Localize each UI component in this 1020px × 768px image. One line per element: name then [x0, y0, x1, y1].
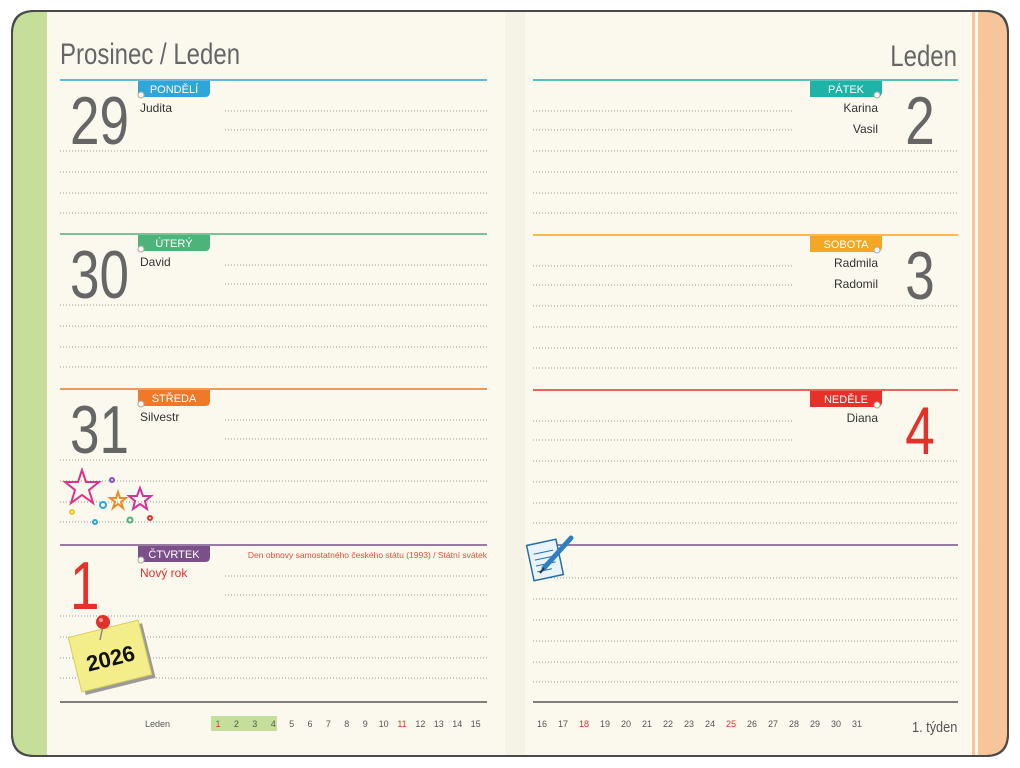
name-day: Silvestr [140, 410, 179, 424]
day-number: 31 [70, 392, 129, 468]
weekday-tab [138, 81, 210, 97]
name-day: Vasil [853, 122, 878, 136]
weekday-tab [810, 236, 882, 252]
calendar-day: 8 [344, 719, 349, 729]
calendar-day: 22 [663, 719, 673, 729]
week-label: 1. týden [912, 718, 957, 735]
calendar-day: 12 [415, 719, 425, 729]
tab-hole [137, 91, 145, 99]
weekday-tab [810, 391, 882, 407]
cover-outline [11, 10, 1009, 757]
right-edge-line [972, 12, 975, 755]
left-edge [13, 12, 44, 755]
name-day: Radomil [834, 277, 878, 291]
right-edge [978, 12, 1007, 755]
day-number: 2 [905, 83, 935, 159]
calendar-day: 30 [831, 719, 841, 729]
calendar-day: 17 [558, 719, 568, 729]
day-number: 3 [905, 238, 935, 314]
right-title: Leden [890, 38, 957, 72]
tab-hole [137, 556, 145, 564]
weekday: PONDĚLÍ [150, 83, 199, 96]
calendar-day: 26 [747, 719, 757, 729]
tab-hole [873, 91, 881, 99]
name-day: Radmila [834, 256, 878, 270]
day-number: 4 [905, 393, 935, 469]
calendar-day: 2 [234, 719, 239, 729]
calendar-day: 20 [621, 719, 631, 729]
notepad-icon [525, 535, 574, 582]
calendar-day: 25 [726, 719, 736, 729]
fireworks-icon [62, 466, 154, 525]
day-number: 29 [70, 83, 129, 159]
calendar-day: 7 [326, 719, 331, 729]
name-day: Diana [847, 411, 879, 425]
calendar-day: 18 [579, 719, 589, 729]
weekday: ÚTERÝ [155, 237, 193, 250]
calendar-day: 10 [379, 719, 389, 729]
tab-hole [137, 400, 145, 408]
weekday: STŘEDA [152, 392, 197, 405]
footer-calendar: 1 2 3 4 5 6 7 8 9 10 11 12 13 14 15 16 17 18 19 20 21 22 23 24 2… [215, 719, 862, 729]
weekday: SOBOTA [823, 239, 869, 251]
calendar-day: 9 [363, 719, 368, 729]
left-page: PONDĚLÍ 29 Judita ÚTERÝ 30 David STŘEDA 31 Silve… [60, 79, 488, 679]
calendar-day: 3 [252, 719, 257, 729]
weekday-tab [810, 81, 882, 97]
calendar-day: 29 [810, 719, 820, 729]
calendar-day: 1 [215, 719, 220, 729]
calendar-day: 5 [289, 719, 294, 729]
calendar-day: 24 [705, 719, 715, 729]
calendar-day: 21 [642, 719, 652, 729]
footer-month: Leden [145, 719, 170, 729]
day-number: 30 [70, 237, 129, 313]
calendar-day: 11 [397, 719, 406, 729]
calendar-day: 19 [600, 719, 610, 729]
name-day: Karina [843, 101, 878, 115]
calendar-day: 23 [684, 719, 694, 729]
week-highlight [211, 716, 277, 731]
calendar-day: 15 [471, 719, 481, 729]
weekday: NEDĚLE [824, 393, 868, 406]
name-day: Judita [140, 101, 172, 115]
weekday-tab [138, 546, 210, 562]
right-page: PÁTEK 2 Karina Vasil SOBOTA 3 Radmila Radomil NE… [533, 79, 958, 683]
day-number: 1 [70, 548, 100, 624]
calendar-day: 4 [271, 719, 276, 729]
fold [505, 12, 525, 755]
holiday-note: Den obnovy samostatného českého státu (1… [248, 550, 488, 560]
pin-icon [96, 615, 110, 641]
name-day: David [140, 255, 171, 269]
weekday: ČTVRTEK [148, 548, 200, 561]
left-edge-line [44, 12, 47, 755]
calendar-day: 6 [307, 719, 312, 729]
calendar-day: 16 [537, 719, 547, 729]
tab-hole [873, 246, 881, 254]
tab-hole [873, 401, 881, 409]
calendar-day: 28 [789, 719, 799, 729]
calendar-day: 27 [768, 719, 778, 729]
tab-hole [137, 245, 145, 253]
left-title: Prosinec / Leden [60, 36, 240, 70]
weekday-tab [138, 235, 210, 251]
name-day: Nový rok [140, 566, 188, 580]
calendar-day: 13 [434, 719, 444, 729]
weekday-tab [138, 390, 210, 406]
calendar-day: 31 [852, 719, 862, 729]
calendar-day: 14 [452, 719, 462, 729]
weekday: PÁTEK [828, 83, 865, 96]
